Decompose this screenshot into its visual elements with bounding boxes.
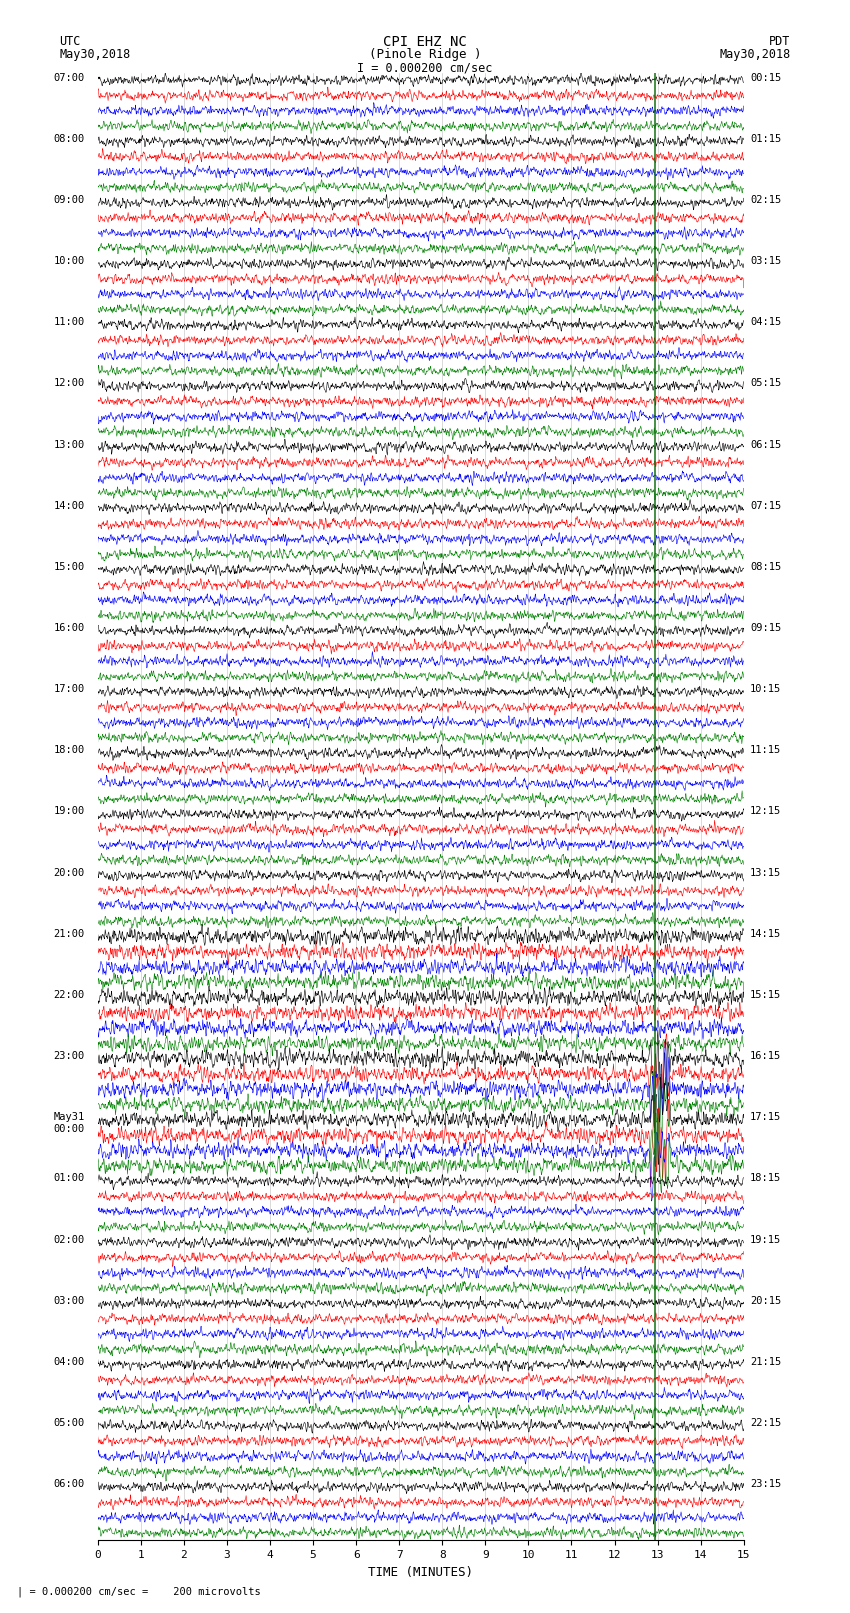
Text: 19:00: 19:00 — [54, 806, 85, 816]
Text: 20:15: 20:15 — [751, 1295, 781, 1307]
Text: 15:15: 15:15 — [751, 990, 781, 1000]
Text: 03:15: 03:15 — [751, 256, 781, 266]
Text: 03:00: 03:00 — [54, 1295, 85, 1307]
Text: 04:15: 04:15 — [751, 318, 781, 327]
Text: (Pinole Ridge ): (Pinole Ridge ) — [369, 48, 481, 61]
Text: 06:15: 06:15 — [751, 440, 781, 450]
Text: 14:15: 14:15 — [751, 929, 781, 939]
Text: 22:00: 22:00 — [54, 990, 85, 1000]
Text: May31
00:00: May31 00:00 — [54, 1113, 85, 1134]
Text: 23:00: 23:00 — [54, 1052, 85, 1061]
Text: 18:00: 18:00 — [54, 745, 85, 755]
Text: 07:00: 07:00 — [54, 73, 85, 82]
Text: 07:15: 07:15 — [751, 500, 781, 511]
Text: 11:00: 11:00 — [54, 318, 85, 327]
Text: PDT: PDT — [769, 35, 790, 48]
Text: 11:15: 11:15 — [751, 745, 781, 755]
Text: 02:15: 02:15 — [751, 195, 781, 205]
Text: 04:00: 04:00 — [54, 1357, 85, 1366]
X-axis label: TIME (MINUTES): TIME (MINUTES) — [368, 1566, 473, 1579]
Text: 12:15: 12:15 — [751, 806, 781, 816]
Text: 01:00: 01:00 — [54, 1174, 85, 1184]
Text: 02:00: 02:00 — [54, 1234, 85, 1245]
Text: 01:15: 01:15 — [751, 134, 781, 144]
Text: 21:15: 21:15 — [751, 1357, 781, 1366]
Text: 10:15: 10:15 — [751, 684, 781, 694]
Text: 10:00: 10:00 — [54, 256, 85, 266]
Text: 15:00: 15:00 — [54, 561, 85, 573]
Text: 05:15: 05:15 — [751, 379, 781, 389]
Text: 00:15: 00:15 — [751, 73, 781, 82]
Text: 18:15: 18:15 — [751, 1174, 781, 1184]
Text: 13:00: 13:00 — [54, 440, 85, 450]
Text: UTC: UTC — [60, 35, 81, 48]
Text: 20:00: 20:00 — [54, 868, 85, 877]
Text: 17:00: 17:00 — [54, 684, 85, 694]
Text: 06:00: 06:00 — [54, 1479, 85, 1489]
Text: 23:15: 23:15 — [751, 1479, 781, 1489]
Text: I = 0.000200 cm/sec: I = 0.000200 cm/sec — [357, 61, 493, 74]
Text: 16:15: 16:15 — [751, 1052, 781, 1061]
Text: 12:00: 12:00 — [54, 379, 85, 389]
Text: 17:15: 17:15 — [751, 1113, 781, 1123]
Text: 13:15: 13:15 — [751, 868, 781, 877]
Text: 08:00: 08:00 — [54, 134, 85, 144]
Text: May30,2018: May30,2018 — [719, 48, 791, 61]
Text: 21:00: 21:00 — [54, 929, 85, 939]
Text: 19:15: 19:15 — [751, 1234, 781, 1245]
Text: May30,2018: May30,2018 — [60, 48, 131, 61]
Text: 16:00: 16:00 — [54, 623, 85, 632]
Text: 14:00: 14:00 — [54, 500, 85, 511]
Text: 09:00: 09:00 — [54, 195, 85, 205]
Text: CPI EHZ NC: CPI EHZ NC — [383, 35, 467, 50]
Text: 09:15: 09:15 — [751, 623, 781, 632]
Text: 05:00: 05:00 — [54, 1418, 85, 1428]
Text: 22:15: 22:15 — [751, 1418, 781, 1428]
Text: 08:15: 08:15 — [751, 561, 781, 573]
Text: | = 0.000200 cm/sec =    200 microvolts: | = 0.000200 cm/sec = 200 microvolts — [17, 1586, 261, 1597]
